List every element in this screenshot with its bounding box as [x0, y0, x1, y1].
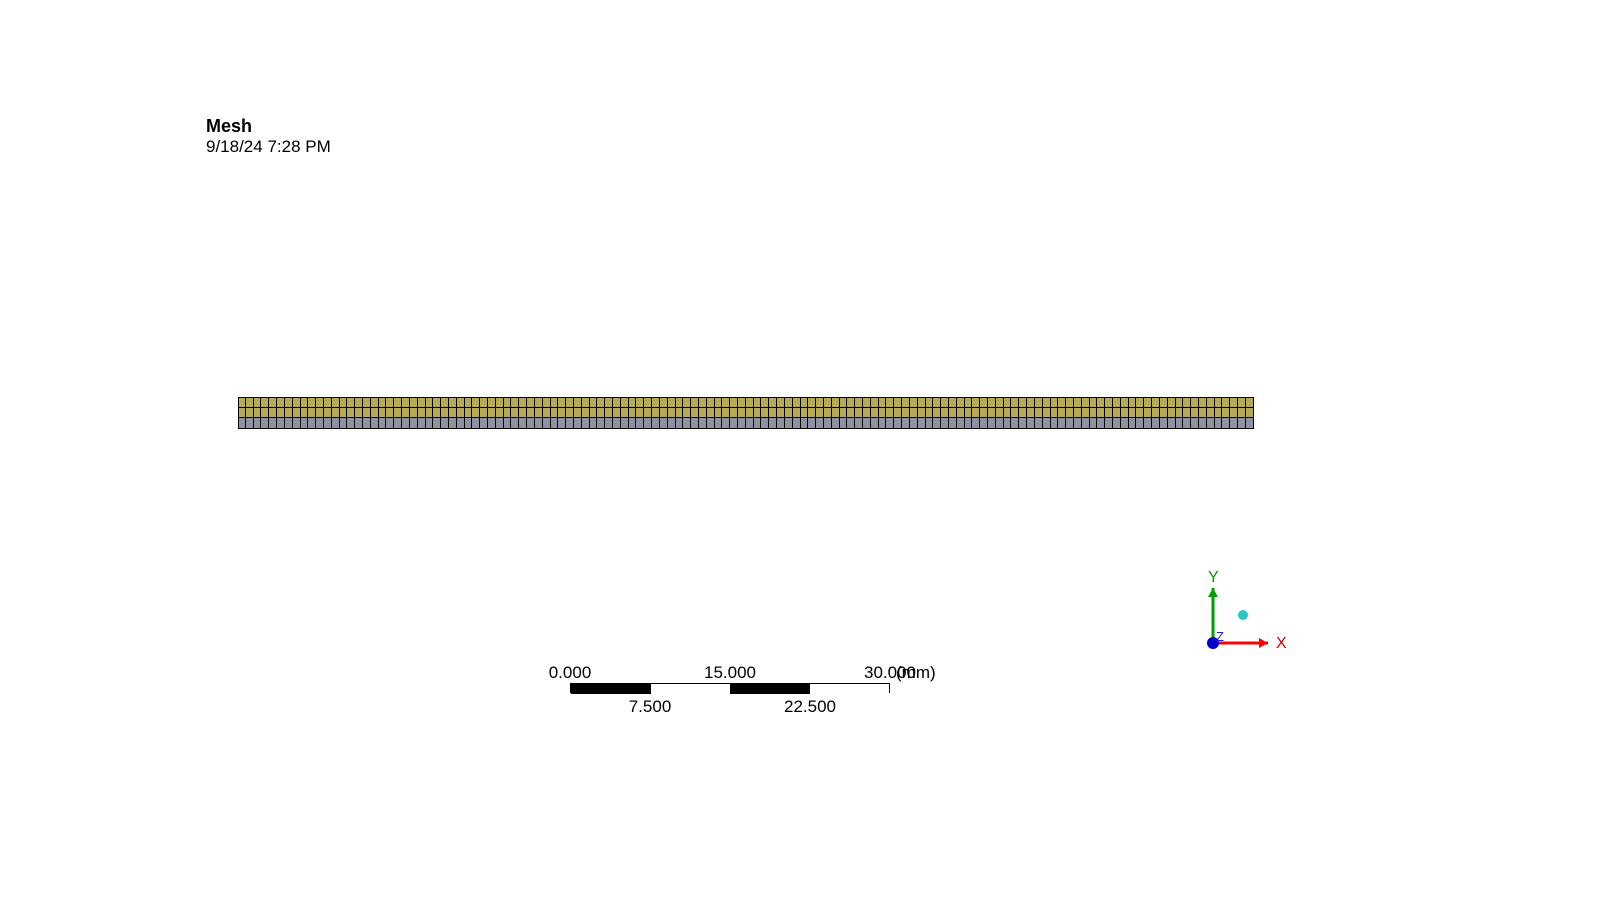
scale-labels-top: 0.00015.00030.000 — [570, 663, 890, 683]
title-timestamp: 9/18/24 7:28 PM — [206, 137, 331, 157]
scale-segment — [810, 684, 890, 694]
scale-segment — [571, 684, 651, 694]
svg-text:X: X — [1276, 635, 1287, 652]
coordinate-triad[interactable]: X Y Z — [1195, 555, 1305, 655]
mesh-row — [238, 408, 1255, 419]
mesh-row — [238, 397, 1255, 408]
svg-text:Y: Y — [1208, 569, 1219, 586]
title-block: Mesh 9/18/24 7:28 PM — [206, 116, 331, 157]
scale-segments — [570, 683, 890, 693]
triad-x-axis[interactable]: X — [1213, 635, 1287, 652]
triad-z-label: Z — [1216, 629, 1224, 644]
viewport-canvas: Mesh 9/18/24 7:28 PM 0.00015.00030.000 7… — [0, 0, 1600, 900]
triad-iso-icon[interactable] — [1238, 610, 1248, 620]
scale-tick-label: 15.000 — [704, 663, 756, 683]
scale-unit-label: (mm) — [896, 663, 936, 683]
scale-tick-label: 7.500 — [629, 697, 672, 717]
scale-segment — [651, 684, 731, 694]
scale-tick-label: 0.000 — [549, 663, 592, 683]
scale-tick-label: 22.500 — [784, 697, 836, 717]
mesh-display — [238, 397, 1255, 429]
scale-bar: 0.00015.00030.000 7.50022.500 (mm) — [570, 663, 890, 717]
scale-segment — [730, 684, 810, 694]
mesh-row — [238, 418, 1255, 429]
scale-labels-bottom: 7.500 22.500 — [570, 697, 890, 717]
title-main: Mesh — [206, 116, 331, 137]
triad-svg[interactable]: X Y Z — [1195, 555, 1305, 655]
